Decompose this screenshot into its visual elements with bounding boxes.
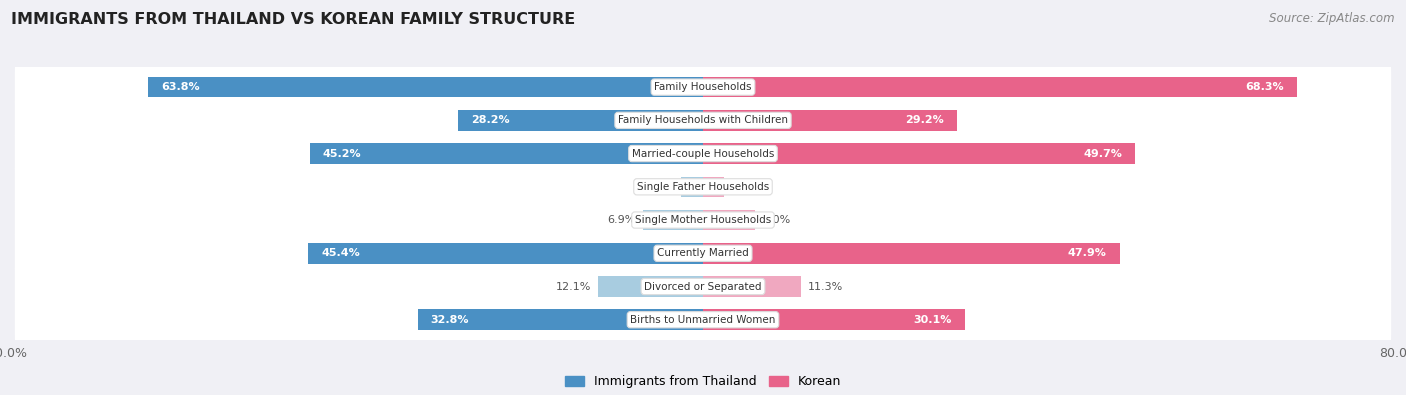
- Text: 12.1%: 12.1%: [555, 282, 591, 292]
- Bar: [703, 210, 755, 230]
- Text: Source: ZipAtlas.com: Source: ZipAtlas.com: [1270, 12, 1395, 25]
- Text: IMMIGRANTS FROM THAILAND VS KOREAN FAMILY STRUCTURE: IMMIGRANTS FROM THAILAND VS KOREAN FAMIL…: [11, 12, 575, 27]
- FancyBboxPatch shape: [15, 85, 1391, 156]
- Text: 45.2%: 45.2%: [323, 149, 361, 158]
- Bar: [703, 143, 1136, 164]
- Bar: [703, 177, 724, 197]
- Text: Births to Unmarried Women: Births to Unmarried Women: [630, 315, 776, 325]
- Text: 32.8%: 32.8%: [430, 315, 470, 325]
- Bar: [703, 110, 957, 131]
- Text: 6.0%: 6.0%: [762, 215, 790, 225]
- Bar: [308, 243, 703, 263]
- FancyBboxPatch shape: [15, 118, 1391, 189]
- Bar: [682, 177, 703, 197]
- Text: Currently Married: Currently Married: [657, 248, 749, 258]
- FancyBboxPatch shape: [15, 52, 1391, 122]
- Text: 68.3%: 68.3%: [1246, 82, 1284, 92]
- Text: 49.7%: 49.7%: [1084, 149, 1122, 158]
- Text: Single Mother Households: Single Mother Households: [636, 215, 770, 225]
- Text: 6.9%: 6.9%: [607, 215, 636, 225]
- Bar: [703, 276, 801, 297]
- Text: 45.4%: 45.4%: [321, 248, 360, 258]
- Text: 63.8%: 63.8%: [162, 82, 200, 92]
- Text: 2.4%: 2.4%: [731, 182, 759, 192]
- Text: 2.5%: 2.5%: [645, 182, 675, 192]
- Text: Family Households: Family Households: [654, 82, 752, 92]
- Text: Single Father Households: Single Father Households: [637, 182, 769, 192]
- Bar: [643, 210, 703, 230]
- Text: 11.3%: 11.3%: [808, 282, 844, 292]
- Bar: [418, 309, 703, 330]
- FancyBboxPatch shape: [15, 152, 1391, 222]
- Text: 28.2%: 28.2%: [471, 115, 509, 125]
- Text: Divorced or Separated: Divorced or Separated: [644, 282, 762, 292]
- Bar: [703, 77, 1298, 98]
- FancyBboxPatch shape: [15, 185, 1391, 255]
- Text: Married-couple Households: Married-couple Households: [631, 149, 775, 158]
- Text: 30.1%: 30.1%: [914, 315, 952, 325]
- Bar: [598, 276, 703, 297]
- Legend: Immigrants from Thailand, Korean: Immigrants from Thailand, Korean: [560, 371, 846, 393]
- Text: 29.2%: 29.2%: [905, 115, 943, 125]
- Text: 47.9%: 47.9%: [1067, 248, 1107, 258]
- Bar: [309, 143, 703, 164]
- Bar: [703, 243, 1119, 263]
- Text: Family Households with Children: Family Households with Children: [619, 115, 787, 125]
- Bar: [148, 77, 703, 98]
- FancyBboxPatch shape: [15, 251, 1391, 322]
- FancyBboxPatch shape: [15, 284, 1391, 355]
- Bar: [458, 110, 703, 131]
- Bar: [703, 309, 965, 330]
- FancyBboxPatch shape: [15, 218, 1391, 288]
